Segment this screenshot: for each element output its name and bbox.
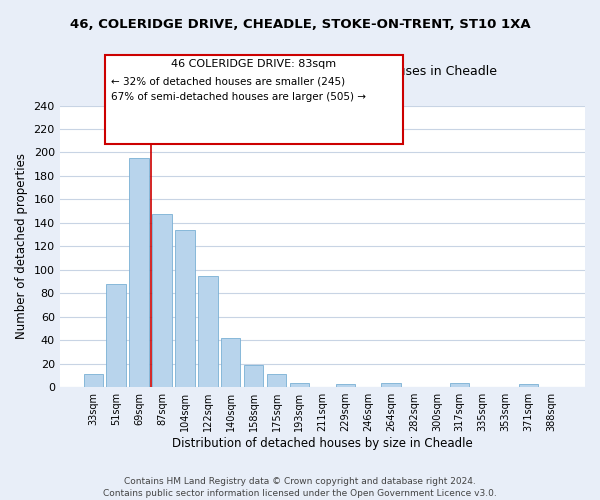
Bar (198, 276, 218, 387)
Text: 46 COLERIDGE DRIVE: 83sqm: 46 COLERIDGE DRIVE: 83sqm (171, 59, 336, 69)
Bar (290, 382, 309, 387)
Text: 67% of semi-detached houses are larger (505) →: 67% of semi-detached houses are larger (… (111, 92, 366, 102)
Bar (83, 374, 103, 387)
Bar (267, 374, 286, 387)
Text: 46, COLERIDGE DRIVE, CHEADLE, STOKE-ON-TRENT, ST10 1XA: 46, COLERIDGE DRIVE, CHEADLE, STOKE-ON-T… (70, 18, 530, 30)
X-axis label: Distribution of detached houses by size in Cheadle: Distribution of detached houses by size … (172, 437, 473, 450)
Bar (519, 384, 538, 387)
Bar (335, 384, 355, 387)
Text: ← 32% of detached houses are smaller (245): ← 32% of detached houses are smaller (24… (111, 76, 345, 86)
Bar (382, 382, 401, 387)
Bar (244, 365, 263, 387)
Bar (152, 214, 172, 387)
Bar (130, 158, 149, 387)
Text: Contains HM Land Registry data © Crown copyright and database right 2024.: Contains HM Land Registry data © Crown c… (124, 478, 476, 486)
Y-axis label: Number of detached properties: Number of detached properties (15, 154, 28, 340)
Bar (221, 338, 241, 387)
Bar (106, 284, 126, 387)
Bar (450, 382, 469, 387)
Text: Contains public sector information licensed under the Open Government Licence v3: Contains public sector information licen… (103, 489, 497, 498)
Bar (175, 230, 194, 387)
Title: Size of property relative to detached houses in Cheadle: Size of property relative to detached ho… (148, 65, 497, 78)
